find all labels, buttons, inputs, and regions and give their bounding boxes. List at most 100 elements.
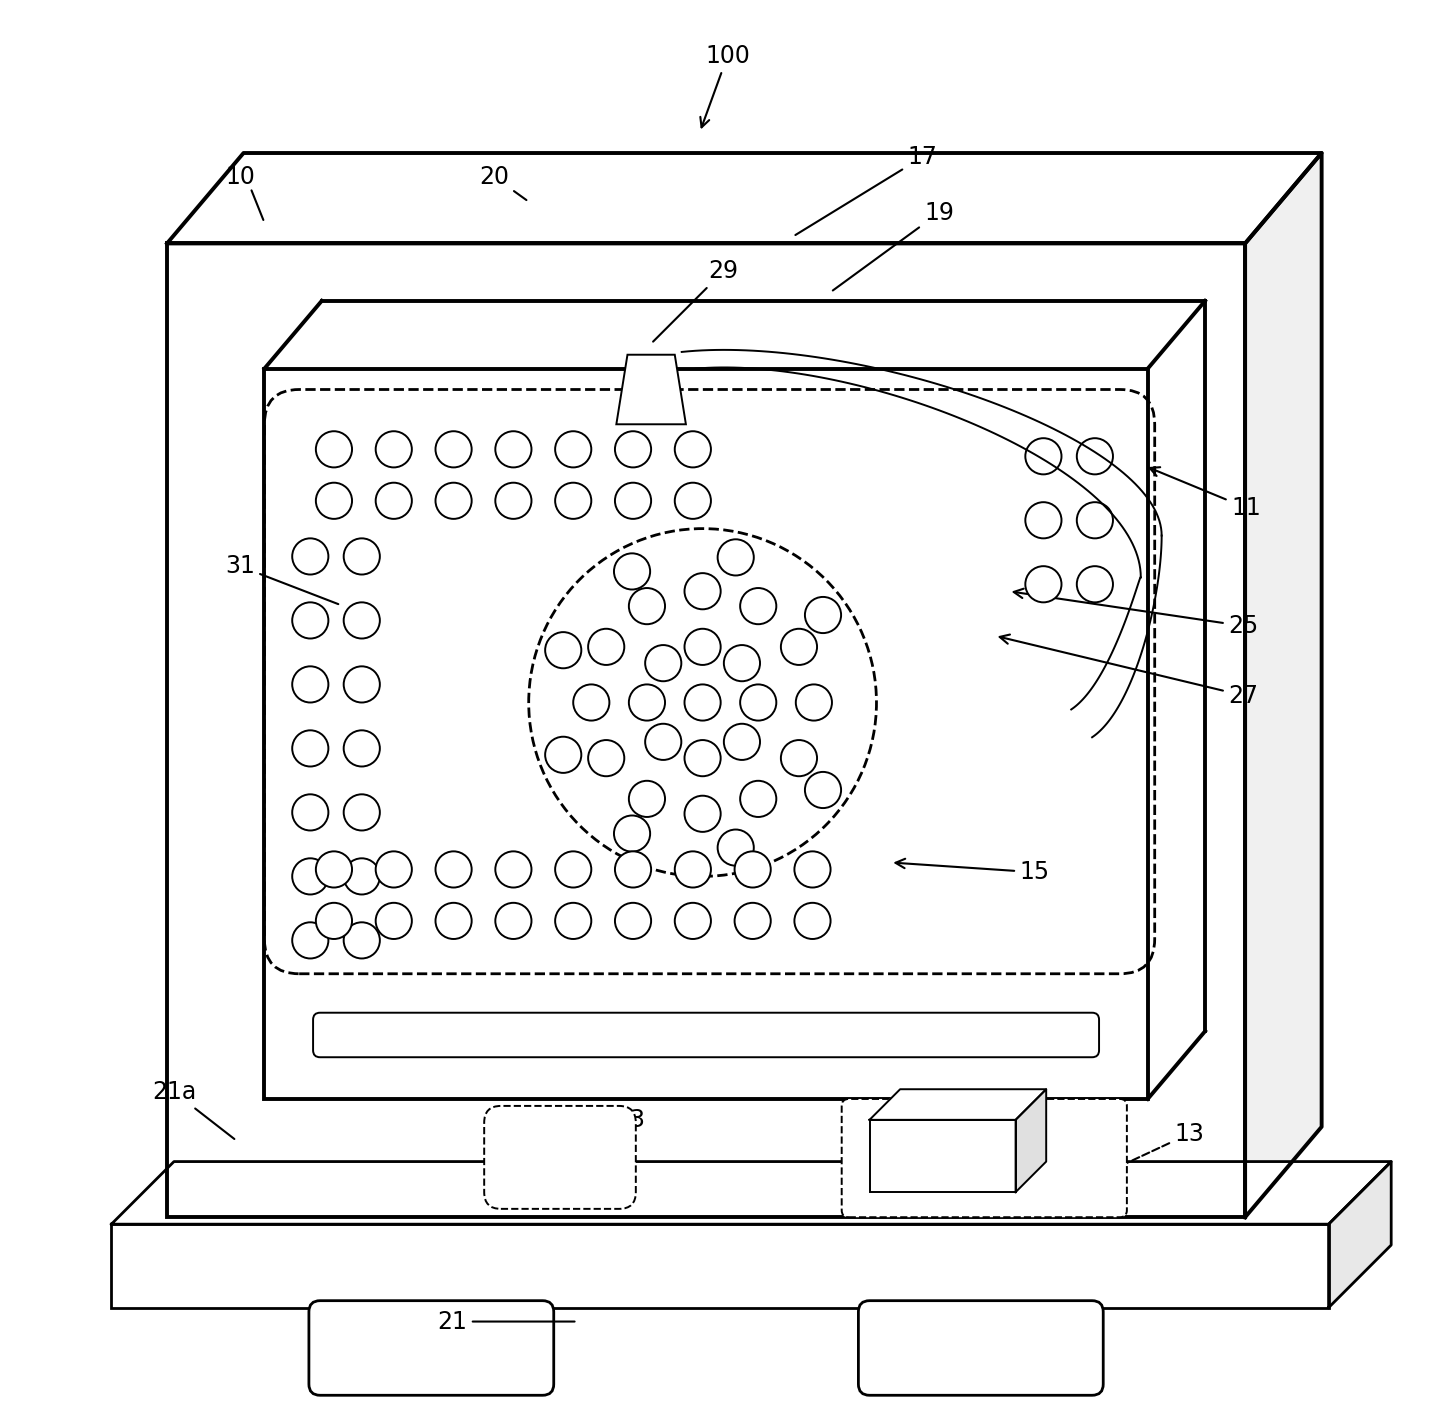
Circle shape [292, 538, 328, 575]
Circle shape [615, 483, 651, 518]
Polygon shape [112, 1162, 1391, 1224]
Text: 29: 29 [653, 260, 738, 341]
Polygon shape [1245, 153, 1321, 1217]
Text: 15: 15 [896, 858, 1050, 884]
Circle shape [795, 684, 833, 721]
Circle shape [1076, 438, 1113, 475]
Bar [265, 368, 1148, 1099]
Circle shape [436, 851, 471, 888]
Circle shape [1026, 438, 1062, 475]
Polygon shape [616, 354, 686, 424]
Circle shape [675, 483, 711, 518]
Polygon shape [168, 153, 1321, 243]
Text: 20: 20 [479, 164, 526, 200]
Circle shape [735, 851, 771, 888]
Circle shape [292, 666, 328, 702]
Circle shape [375, 431, 411, 468]
Circle shape [344, 794, 380, 830]
Circle shape [718, 829, 754, 865]
Circle shape [794, 851, 831, 888]
Circle shape [781, 740, 817, 776]
Circle shape [724, 645, 759, 681]
Circle shape [292, 858, 328, 895]
Circle shape [555, 903, 592, 939]
Circle shape [375, 903, 411, 939]
Circle shape [805, 597, 841, 634]
Circle shape [344, 666, 380, 702]
Circle shape [344, 603, 380, 638]
Text: 27: 27 [1000, 635, 1258, 708]
Circle shape [292, 922, 328, 958]
Circle shape [741, 589, 777, 624]
Polygon shape [1328, 1162, 1391, 1308]
Circle shape [344, 538, 380, 575]
Text: 10: 10 [226, 164, 255, 188]
Circle shape [615, 903, 651, 939]
Text: 31: 31 [225, 554, 338, 604]
Circle shape [685, 684, 721, 721]
Circle shape [496, 483, 532, 518]
Polygon shape [1016, 1089, 1046, 1193]
FancyBboxPatch shape [858, 1301, 1103, 1395]
Text: 21: 21 [437, 1309, 575, 1333]
Circle shape [496, 903, 532, 939]
Circle shape [645, 724, 681, 760]
Circle shape [375, 483, 411, 518]
FancyBboxPatch shape [312, 1013, 1099, 1057]
Circle shape [805, 771, 841, 808]
Circle shape [315, 483, 353, 518]
Circle shape [496, 851, 532, 888]
Circle shape [344, 731, 380, 767]
Circle shape [718, 540, 754, 576]
Circle shape [724, 724, 759, 760]
Circle shape [555, 483, 592, 518]
Circle shape [675, 851, 711, 888]
Circle shape [545, 736, 582, 773]
Circle shape [315, 903, 353, 939]
Circle shape [1076, 502, 1113, 538]
Circle shape [613, 815, 651, 851]
Text: 100: 100 [701, 44, 749, 128]
Circle shape [615, 431, 651, 468]
Circle shape [292, 603, 328, 638]
Circle shape [1076, 566, 1113, 603]
Circle shape [436, 431, 471, 468]
Circle shape [573, 684, 609, 721]
Circle shape [588, 629, 625, 665]
FancyBboxPatch shape [841, 1099, 1126, 1217]
Circle shape [675, 903, 711, 939]
Circle shape [781, 629, 817, 665]
Circle shape [344, 858, 380, 895]
Circle shape [344, 922, 380, 958]
Circle shape [741, 781, 777, 816]
FancyBboxPatch shape [484, 1106, 636, 1208]
Circle shape [685, 573, 721, 610]
FancyBboxPatch shape [310, 1301, 553, 1395]
Bar [168, 243, 1245, 1217]
Circle shape [1026, 502, 1062, 538]
Circle shape [315, 851, 353, 888]
Bar [870, 1120, 1016, 1193]
Text: 21a: 21a [152, 1080, 235, 1139]
Text: 25: 25 [1013, 589, 1258, 638]
Text: 19: 19 [833, 201, 954, 291]
Circle shape [613, 554, 651, 590]
Text: 33: 33 [537, 1107, 645, 1172]
Circle shape [645, 645, 681, 681]
Polygon shape [870, 1089, 1046, 1120]
Text: 13: 13 [1066, 1121, 1204, 1191]
Bar [112, 1224, 1328, 1308]
Circle shape [436, 483, 471, 518]
Circle shape [529, 528, 877, 877]
Circle shape [675, 431, 711, 468]
Circle shape [615, 851, 651, 888]
Circle shape [629, 684, 665, 721]
Circle shape [375, 851, 411, 888]
Circle shape [629, 589, 665, 624]
Circle shape [735, 903, 771, 939]
Text: 17: 17 [795, 145, 937, 235]
Circle shape [545, 632, 582, 669]
Circle shape [315, 431, 353, 468]
Circle shape [629, 781, 665, 816]
Circle shape [292, 794, 328, 830]
